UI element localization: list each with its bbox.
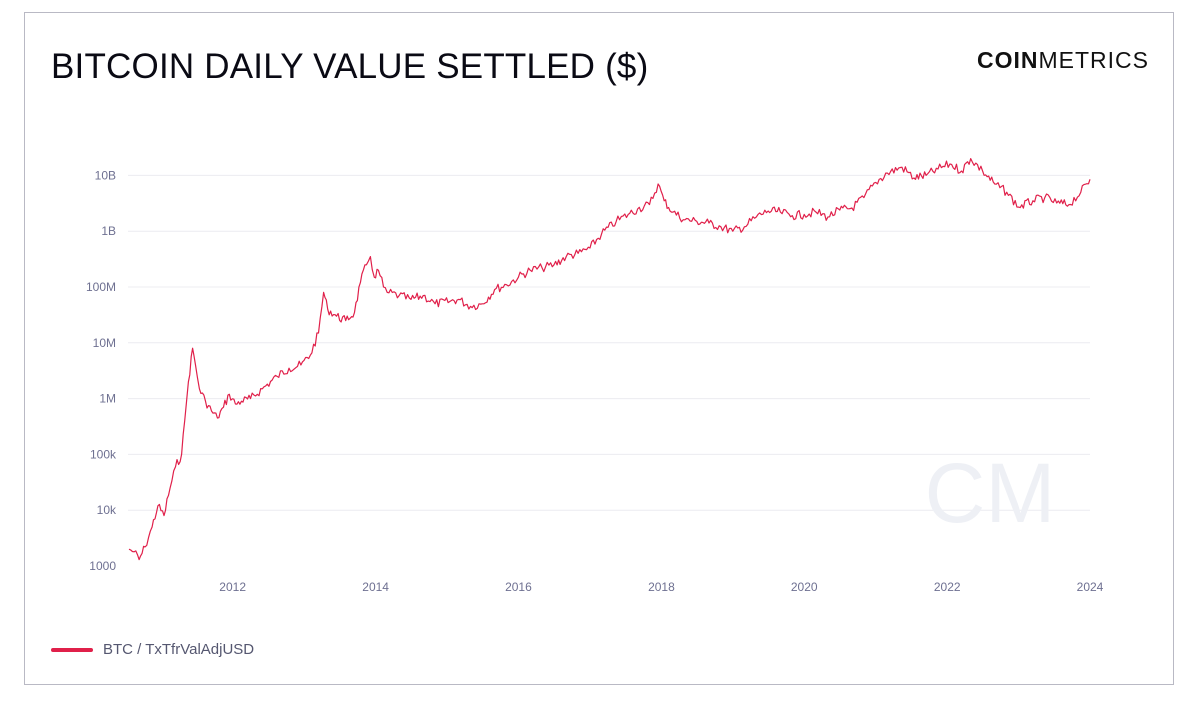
brand-logo: COINMETRICS	[977, 47, 1149, 74]
x-tick-label: 2022	[934, 580, 961, 594]
x-axis-ticks: 2012 2014 2016 2018 2020 2022 2024	[219, 580, 1103, 594]
brand-logo-light: METRICS	[1038, 47, 1149, 73]
x-tick-label: 2018	[648, 580, 675, 594]
x-tick-label: 2012	[219, 580, 246, 594]
x-tick-label: 2024	[1077, 580, 1104, 594]
legend-label: BTC / TxTfrValAdjUSD	[103, 641, 255, 658]
y-tick-label: 100k	[90, 447, 117, 461]
y-tick-label: 10k	[97, 503, 117, 517]
x-tick-label: 2014	[362, 580, 389, 594]
grid-lines	[128, 174, 1090, 511]
chart-title: BITCOIN DAILY VALUE SETTLED ($)	[51, 47, 649, 86]
x-tick-label: 2016	[505, 580, 532, 594]
brand-logo-bold: COIN	[977, 47, 1039, 73]
y-tick-label: 10M	[93, 336, 116, 350]
y-tick-label: 1M	[99, 392, 116, 406]
series-line	[128, 158, 1091, 561]
x-tick-label: 2020	[791, 580, 818, 594]
y-tick-label: 10B	[95, 168, 116, 182]
y-tick-label: 1B	[101, 224, 116, 238]
y-axis-ticks: 1000 10k 100k 1M 10M 100M 1B 10B	[86, 168, 117, 573]
legend-swatch	[51, 647, 93, 652]
watermark-logo: CM	[925, 446, 1056, 540]
chart-card: BITCOIN DAILY VALUE SETTLED ($) COINMETR…	[24, 12, 1174, 685]
y-tick-label: 100M	[86, 280, 116, 294]
legend[interactable]: BTC / TxTfrValAdjUSD	[51, 641, 254, 658]
y-tick-label: 1000	[89, 559, 116, 573]
